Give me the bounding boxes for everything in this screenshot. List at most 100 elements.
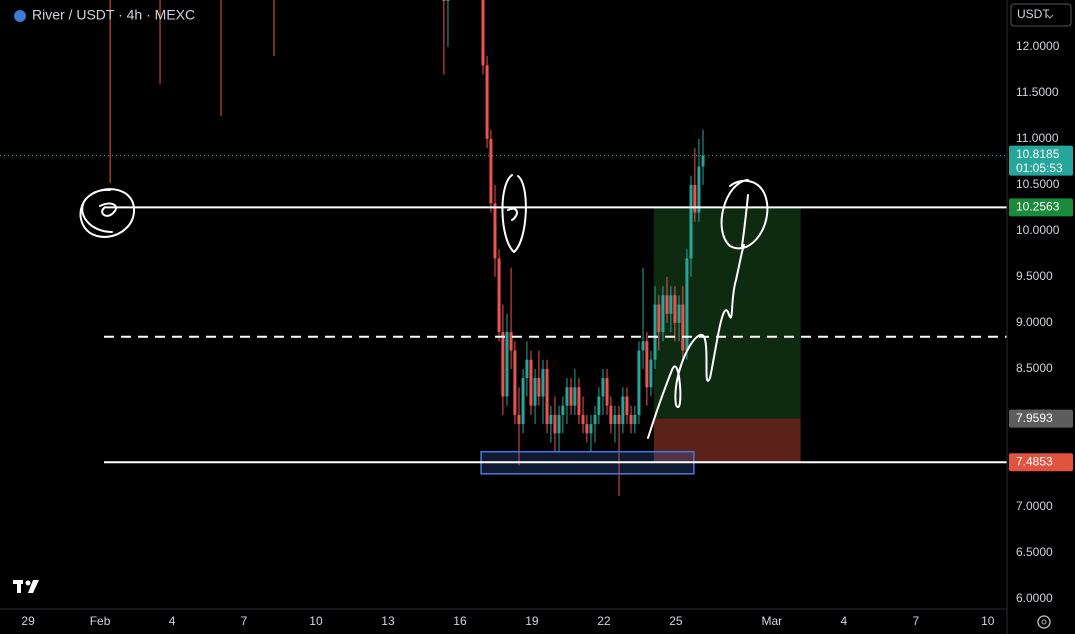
candle-body xyxy=(497,258,501,333)
x-tick-label: 10 xyxy=(309,614,323,628)
candle-body xyxy=(645,341,649,388)
x-tick-label: Mar xyxy=(762,614,783,628)
candle-body xyxy=(669,295,673,314)
y-tick-label: 9.5000 xyxy=(1016,269,1053,283)
x-tick-label: 13 xyxy=(381,614,395,628)
dropdown-arrow xyxy=(1046,14,1054,19)
candle-body xyxy=(589,424,593,434)
candle-body xyxy=(537,378,541,397)
x-tick-label: 7 xyxy=(912,614,919,628)
y-tick-label: 6.5000 xyxy=(1016,545,1053,559)
price-label: 10.2563 xyxy=(1016,199,1060,213)
candle-body xyxy=(689,184,693,259)
x-tick-label: Feb xyxy=(90,614,111,628)
price-label-bg xyxy=(1009,453,1073,472)
candle-body xyxy=(641,341,645,351)
candle-body xyxy=(509,332,513,351)
candle-body xyxy=(485,65,489,139)
candle-body xyxy=(617,414,621,425)
candle-body xyxy=(577,387,581,415)
candle-body xyxy=(493,203,497,259)
candle-body xyxy=(513,350,517,415)
candle-body xyxy=(621,396,625,425)
candle-body xyxy=(561,405,565,415)
candle-body xyxy=(601,378,605,397)
candle-body xyxy=(613,414,617,425)
candle-body xyxy=(653,304,657,360)
annotations xyxy=(79,174,769,439)
candle-body xyxy=(625,396,629,415)
symbol-icon xyxy=(14,10,26,22)
y-tick-label: 11.0000 xyxy=(1016,131,1059,145)
candle-body xyxy=(501,332,505,397)
price-label-bg xyxy=(1009,409,1073,428)
candle-body xyxy=(649,359,653,388)
countdown-label: 01:05:53 xyxy=(1016,161,1063,175)
y-tick-label: 12.0000 xyxy=(1016,39,1060,53)
candle-body xyxy=(557,414,561,434)
price-label: 7.4853 xyxy=(1016,454,1053,468)
y-tick-label: 9.0000 xyxy=(1016,315,1053,329)
candle-body xyxy=(609,405,613,425)
candle-body xyxy=(685,258,689,351)
candle-body xyxy=(521,378,525,425)
candle-body xyxy=(442,0,446,1)
candle-body xyxy=(553,414,557,434)
candle-body xyxy=(697,166,701,213)
y-tick-label: 7.0000 xyxy=(1016,499,1053,513)
candle-body xyxy=(585,424,589,434)
last-price-bg xyxy=(1009,145,1073,176)
candle-body xyxy=(673,295,677,323)
price-label-bg xyxy=(1009,198,1073,217)
candle-body xyxy=(529,359,533,406)
tv-logo xyxy=(13,580,39,593)
x-tick-label: 25 xyxy=(669,614,683,628)
candle-body xyxy=(605,378,609,406)
candle-body xyxy=(446,0,450,1)
candle-body xyxy=(597,396,601,415)
y-tick-label: 10.0000 xyxy=(1016,223,1060,237)
plot-area xyxy=(0,0,1007,496)
candle-body xyxy=(633,414,637,425)
currency-label: USDT xyxy=(1017,7,1050,21)
candle-body xyxy=(693,184,697,213)
y-tick-label: 11.5000 xyxy=(1016,85,1059,99)
candle-body xyxy=(569,387,573,406)
last-price-label: 10.8185 xyxy=(1016,147,1060,161)
candle-body xyxy=(665,295,669,314)
x-tick-label: 4 xyxy=(841,614,848,628)
settings-icon[interactable] xyxy=(1037,615,1051,629)
candle-body xyxy=(681,304,685,351)
x-tick-label: 22 xyxy=(597,614,611,628)
stop-zone xyxy=(653,418,801,463)
candle-body xyxy=(541,368,545,397)
y-tick-label: 10.5000 xyxy=(1016,177,1060,191)
candle-body xyxy=(545,368,549,425)
candle-body xyxy=(593,414,597,425)
candle-body xyxy=(629,414,633,425)
candle-body xyxy=(677,304,681,323)
currency-button[interactable] xyxy=(1010,3,1072,27)
candle-body xyxy=(701,155,705,167)
x-tick-label: 7 xyxy=(241,614,248,628)
candle-body xyxy=(533,378,537,406)
candle-body xyxy=(505,332,509,397)
x-tick-label: 19 xyxy=(525,614,539,628)
candle-body xyxy=(661,295,665,333)
x-tick-label: 10 xyxy=(981,614,995,628)
candle-body xyxy=(637,350,641,415)
candle-body xyxy=(481,0,485,66)
symbol-title: River / USDT · 4h · MEXC xyxy=(32,7,195,23)
y-tick-label: 6.0000 xyxy=(1016,591,1053,605)
candle-body xyxy=(657,304,661,333)
candle-body xyxy=(489,138,493,204)
price-label: 7.9593 xyxy=(1016,411,1053,425)
candle-body xyxy=(517,414,521,425)
x-tick-label: 29 xyxy=(21,614,35,628)
candle-body xyxy=(525,359,529,379)
x-tick-label: 16 xyxy=(453,614,467,628)
y-tick-label: 8.5000 xyxy=(1016,361,1053,375)
candle-body xyxy=(573,387,577,406)
x-tick-label: 4 xyxy=(169,614,176,628)
